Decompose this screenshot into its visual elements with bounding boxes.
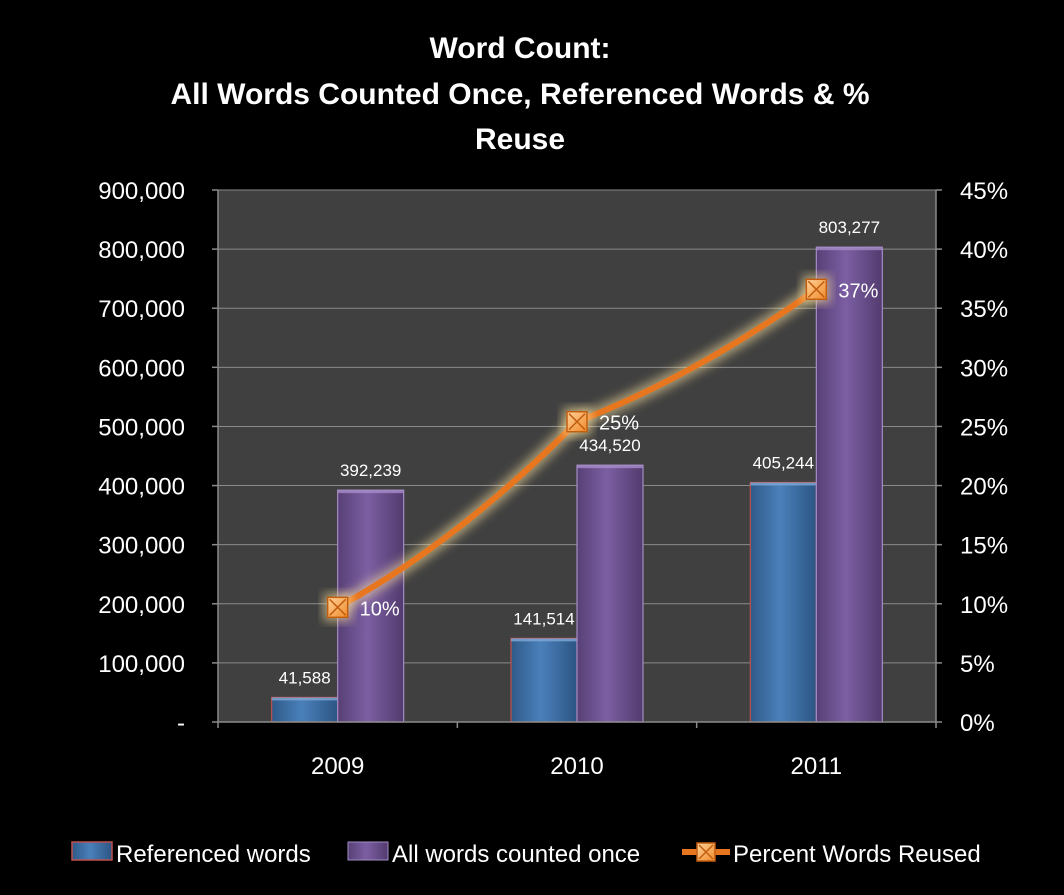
y2-tick-label: 30% — [960, 355, 1008, 382]
legend: Referenced words All words counted once … — [71, 841, 981, 868]
y2-axis-ticks: 0% 5% 10% 15% 20% 25% 30% 35% 40% 45% — [936, 178, 1008, 737]
y-tick-label: 400,000 — [98, 474, 185, 501]
y-axis-ticks: - 100,000 200,000 300,000 400,000 500,000 600,… — [98, 178, 218, 737]
percent-line — [323, 275, 831, 622]
y-tick-label: 600,000 — [98, 355, 185, 382]
bar-referenced-words — [510, 637, 578, 723]
marker-cross — [807, 280, 825, 298]
bar-data-label: 41,588 — [279, 668, 331, 687]
legend-swatch-referenced-words — [71, 841, 113, 861]
y2-tick-label: 10% — [960, 592, 1008, 619]
bar-all-words-counted-once — [815, 246, 883, 723]
chart-title: Word Count: All Words Counted Once, Refe… — [171, 32, 870, 156]
bar-data-label: 434,520 — [579, 436, 640, 455]
y-tick-label: 700,000 — [98, 296, 185, 323]
legend-label-referenced-words: Referenced words — [116, 841, 311, 868]
axes — [217, 190, 937, 723]
bar-top-highlight — [511, 638, 577, 642]
bar-data-label: 141,514 — [513, 609, 574, 628]
title-line-2: All Words Counted Once, Referenced Words… — [171, 78, 870, 111]
bar-top-highlight — [337, 490, 404, 494]
y-tick-label: 500,000 — [98, 414, 185, 441]
x-tick-label: 2009 — [311, 753, 364, 780]
title-line-1: Word Count: — [429, 32, 610, 65]
y2-tick-label: 40% — [960, 237, 1008, 264]
data-labels: 41,588 392,239 141,514 434,520 405,244 803,27… — [279, 218, 880, 687]
x-axis-ticks: 2009 2010 2011 — [217, 722, 937, 780]
bars — [271, 246, 883, 723]
x-tick-label: 2010 — [550, 753, 603, 780]
y-tick-label: 300,000 — [98, 533, 185, 560]
bar-referenced-words — [271, 696, 339, 723]
x-tick-label: 2011 — [791, 753, 843, 780]
bar-all-words-counted-once — [576, 464, 644, 723]
bar-top-highlight — [816, 247, 883, 251]
y-tick-label: - — [177, 710, 185, 737]
y2-tick-label: 35% — [960, 296, 1008, 323]
y-tick-label: 900,000 — [98, 178, 185, 205]
line-data-label: 37% — [838, 280, 878, 302]
y-tick-label: 800,000 — [98, 237, 185, 264]
y2-tick-label: 20% — [960, 474, 1008, 501]
y2-tick-label: 5% — [960, 651, 995, 678]
bar-data-label: 803,277 — [819, 218, 880, 237]
marker-cross — [568, 413, 586, 431]
legend-label-percent: Percent Words Reused — [733, 841, 981, 868]
bar-top-highlight — [577, 465, 643, 469]
y2-tick-label: 25% — [960, 414, 1008, 441]
y-tick-label: 200,000 — [98, 592, 185, 619]
marker-cross — [329, 598, 347, 616]
bar-data-label: 392,239 — [340, 461, 401, 480]
legend-label-all-words: All words counted once — [392, 841, 640, 868]
line-data-label: 10% — [360, 598, 400, 620]
bar-referenced-words — [749, 481, 817, 723]
bar-top-highlight — [750, 482, 817, 486]
y2-tick-label: 15% — [960, 533, 1008, 560]
legend-marker-cross — [698, 844, 714, 860]
line-data-label: 25% — [599, 413, 639, 435]
title-line-3: Reuse — [475, 123, 565, 156]
y2-tick-label: 45% — [960, 178, 1008, 205]
y-tick-label: 100,000 — [98, 651, 185, 678]
bar-top-highlight — [271, 697, 338, 701]
y2-tick-label: 0% — [960, 710, 995, 737]
legend-swatch-all-words — [347, 841, 389, 861]
bar-data-label: 405,244 — [753, 453, 814, 472]
